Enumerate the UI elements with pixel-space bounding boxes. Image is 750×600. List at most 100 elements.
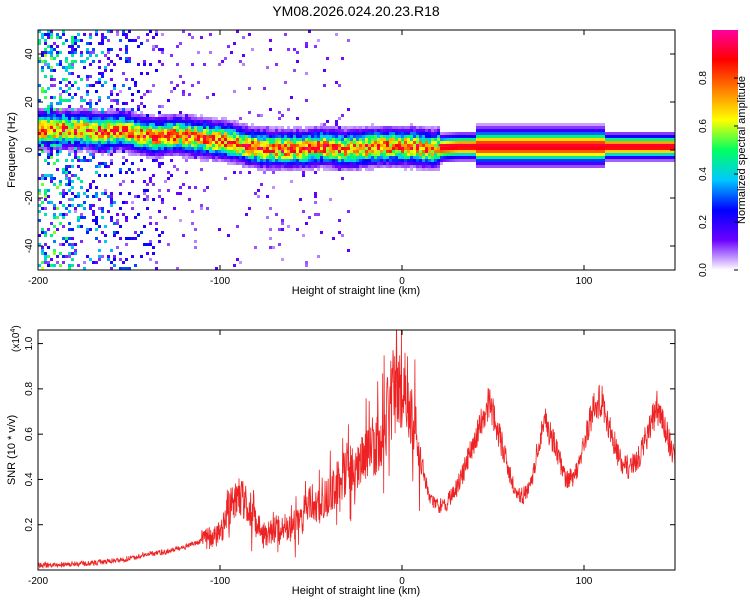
spectrogram-cell (149, 153, 152, 156)
spectrogram-cell (425, 147, 428, 150)
spectrogram-cell (131, 39, 134, 42)
spectrogram-cell (266, 159, 269, 162)
spectrogram-cell (191, 84, 194, 87)
spectrogram-cell (635, 138, 638, 141)
spectrogram-cell (170, 114, 173, 117)
spectrogram-cell (248, 87, 251, 90)
spectrogram-cell (116, 141, 119, 144)
spectrogram-cell (545, 162, 548, 165)
spectrogram-cell (104, 81, 107, 84)
spectrogram-cell (86, 132, 89, 135)
spectrogram-cell (95, 141, 98, 144)
spectrogram-cell (38, 108, 41, 111)
spectrogram-cell (86, 129, 89, 132)
spectrogram-cell (560, 156, 563, 159)
spectrogram-cell (191, 144, 194, 147)
snr-x-tick-label: -100 (210, 576, 230, 587)
spectrogram-cell (671, 141, 674, 144)
spectrogram-cell (290, 144, 293, 147)
spectrogram-cell (248, 111, 251, 114)
spectrogram-cell (44, 159, 47, 162)
spectrogram-cell (497, 159, 500, 162)
spectrogram-cell (44, 252, 47, 255)
spectrogram-cell (293, 159, 296, 162)
spectrogram-cell (416, 135, 419, 138)
spectrogram-cell (194, 123, 197, 126)
spectrogram-cell (140, 120, 143, 123)
spectrogram-cell (320, 123, 323, 126)
spectrogram-cell (488, 150, 491, 153)
spectrogram-cell (335, 141, 338, 144)
spectrogram-cell (131, 114, 134, 117)
spectrogram-cell (140, 96, 143, 99)
spectrogram-cell (449, 132, 452, 135)
spectrogram-cell (581, 135, 584, 138)
spectrogram-cell (104, 165, 107, 168)
spectrogram-cell (203, 135, 206, 138)
spectrogram-cell (335, 132, 338, 135)
spectrogram-cell (401, 165, 404, 168)
spectrogram-cell (167, 123, 170, 126)
spectrogram-cell (587, 153, 590, 156)
spectrogram-cell (101, 75, 104, 78)
spectrogram-cell (65, 207, 68, 210)
spectrogram-cell (62, 132, 65, 135)
spectrogram-cell (200, 150, 203, 153)
spectrogram-cell (86, 126, 89, 129)
spectrogram-cell (428, 147, 431, 150)
spectrogram-cell (515, 165, 518, 168)
spectrogram-cell (506, 150, 509, 153)
spectrogram-cell (95, 132, 98, 135)
spectrogram-cell (491, 150, 494, 153)
spectrogram-cell (620, 150, 623, 153)
spectrogram-cell (134, 120, 137, 123)
spectrogram-cell (659, 156, 662, 159)
spectrogram-cell (92, 144, 95, 147)
spectrogram-cell (143, 192, 146, 195)
spectrogram-cell (125, 237, 128, 240)
spectrogram-cell (386, 147, 389, 150)
spectrogram-cell (44, 234, 47, 237)
spectrogram-cell (104, 66, 107, 69)
spectrogram-cell (128, 147, 131, 150)
spectrogram-cell (230, 150, 233, 153)
spectrogram-cell (38, 42, 41, 45)
spectrogram-cell (287, 225, 290, 228)
spectrogram-cell (416, 168, 419, 171)
spectrogram-cell (299, 168, 302, 171)
spectrogram-cell (287, 129, 290, 132)
spectrogram-cell (635, 141, 638, 144)
spectrogram-cell (56, 186, 59, 189)
spectrogram-cell (554, 156, 557, 159)
spectrogram-cell (374, 141, 377, 144)
spectrogram-cell (629, 141, 632, 144)
spectrogram-cell (563, 129, 566, 132)
spectrogram-cell (50, 129, 53, 132)
spectrogram-cell (68, 126, 71, 129)
spectrogram-cell (149, 240, 152, 243)
spectrogram-cell (332, 141, 335, 144)
spectrogram-cell (95, 108, 98, 111)
spectrogram-cell (182, 81, 185, 84)
spectrogram-cell (89, 258, 92, 261)
spectrogram-cell (266, 66, 269, 69)
spectrogram-cell (485, 123, 488, 126)
spectrogram-cell (329, 198, 332, 201)
spectrogram-cell (227, 156, 230, 159)
spectrogram-cell (434, 141, 437, 144)
spectrogram-cell (566, 147, 569, 150)
spectrogram-cell (341, 168, 344, 171)
spectrogram-cell (68, 135, 71, 138)
spectrogram-cell (470, 156, 473, 159)
spectrogram-cell (467, 132, 470, 135)
spectrogram-cell (338, 150, 341, 153)
spectrogram-cell (401, 129, 404, 132)
spectrogram-cell (38, 204, 41, 207)
spectrogram-cell (65, 237, 68, 240)
spectrogram-cell (197, 144, 200, 147)
spectrogram-cell (557, 159, 560, 162)
spectrogram-cell (410, 132, 413, 135)
spectrogram-cell (650, 141, 653, 144)
spectrogram-cell (50, 54, 53, 57)
spectrogram-cell (98, 81, 101, 84)
